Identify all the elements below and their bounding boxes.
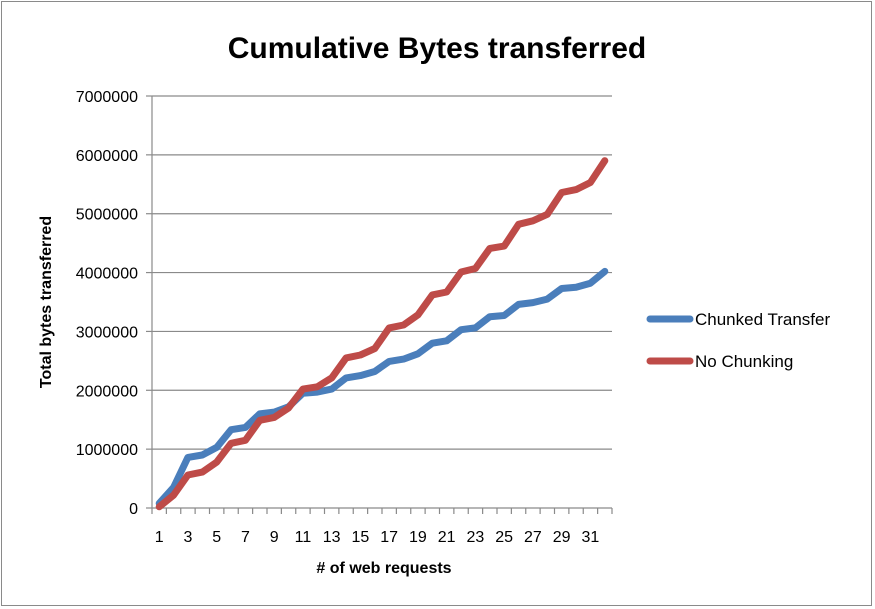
- series-line-1: [155, 157, 609, 511]
- legend-label: Chunked Transfer: [695, 310, 830, 329]
- legend: Chunked Transfer No Chunking: [646, 310, 830, 371]
- x-tick-label: 23: [467, 529, 485, 546]
- x-tick-label: 25: [495, 529, 513, 546]
- x-tick-label: 7: [241, 529, 250, 546]
- x-tick-label: 31: [582, 529, 600, 546]
- y-axis-title: Total bytes transferred: [38, 216, 55, 388]
- y-tick-label: 1000000: [76, 442, 138, 459]
- x-tick-label: 9: [270, 529, 279, 546]
- x-tick-label: 11: [295, 529, 312, 546]
- y-tick-label: 3000000: [76, 324, 138, 341]
- y-tick-label: 4000000: [76, 266, 138, 283]
- x-tick-label: 1: [155, 529, 164, 546]
- x-tick-label: 5: [212, 529, 221, 546]
- x-tick-label: 15: [352, 529, 370, 546]
- x-tick-label: 17: [380, 529, 398, 546]
- chart-title: Cumulative Bytes transferred: [228, 32, 646, 65]
- legend-label: No Chunking: [695, 352, 793, 371]
- x-tick-label: 13: [323, 529, 341, 546]
- series-line-0: [155, 267, 609, 507]
- y-tick-label: 7000000: [76, 89, 138, 106]
- x-tick-label: 29: [553, 529, 571, 546]
- y-tick-label: 5000000: [76, 207, 138, 224]
- x-tick-label: 3: [183, 529, 192, 546]
- y-tick-labels: 0 1000000 2000000 3000000 4000000 5000000 6000…: [76, 89, 138, 518]
- y-tick-label: 6000000: [76, 148, 138, 165]
- x-tick-label: 27: [524, 529, 542, 546]
- x-tick-labels: 1 3 5 7 9 11 13 15 17 19 21 23 25 27 29 31: [155, 529, 600, 546]
- axes: [151, 96, 613, 514]
- x-axis-title: # of web requests: [316, 560, 451, 577]
- y-tick-label: 0: [129, 501, 138, 518]
- series-lines: [155, 157, 609, 511]
- x-tick-label: 19: [409, 529, 427, 546]
- x-tick-label: 21: [438, 529, 456, 546]
- y-tick-label: 2000000: [76, 383, 138, 400]
